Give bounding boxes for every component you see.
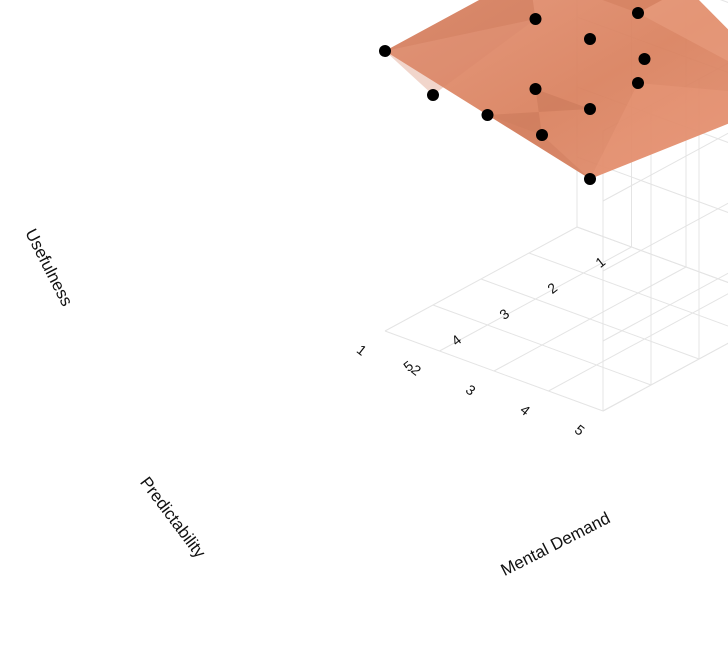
x-tick-label: 2 [544, 279, 560, 297]
y-axis-title: Predictability [136, 473, 209, 562]
x-tick-label: 1 [592, 253, 608, 271]
gridline [549, 287, 728, 391]
data-point [530, 13, 542, 25]
surface [385, 0, 728, 179]
x-axis-title: Mental Demand [498, 508, 614, 579]
data-point [584, 103, 596, 115]
gridline [433, 305, 651, 385]
x-tick-label: 3 [496, 305, 512, 323]
x-tick-label: 4 [448, 331, 464, 349]
gridline [603, 167, 728, 271]
gridline [529, 253, 728, 333]
axis-titles: Mental Demand Predictability Usefulness [21, 226, 613, 580]
data-point [530, 83, 542, 95]
y-tick-label: 4 [517, 401, 533, 419]
data-point [482, 109, 494, 121]
gridline [603, 307, 728, 411]
data-point [379, 45, 391, 57]
data-point [584, 33, 596, 45]
data-point [536, 129, 548, 141]
data-point [427, 89, 439, 101]
gridline [494, 267, 686, 371]
z-axis-title: Usefulness [21, 226, 76, 310]
y-tick-label: 5 [572, 421, 588, 439]
y-tick-label: 1 [354, 341, 370, 359]
y-tick-label: 3 [463, 381, 479, 399]
gridline [603, 307, 728, 411]
data-point [632, 77, 644, 89]
data-point [632, 7, 644, 19]
data-point [584, 173, 596, 185]
data-point [639, 53, 651, 65]
